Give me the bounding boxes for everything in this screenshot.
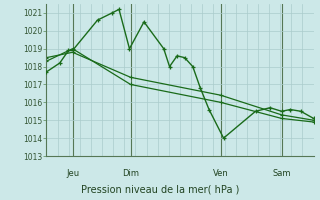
Text: Pression niveau de la mer( hPa ): Pression niveau de la mer( hPa ) [81,184,239,194]
Text: Sam: Sam [272,169,291,178]
Text: Jeu: Jeu [66,169,79,178]
Text: Dim: Dim [122,169,139,178]
Text: Ven: Ven [213,169,228,178]
